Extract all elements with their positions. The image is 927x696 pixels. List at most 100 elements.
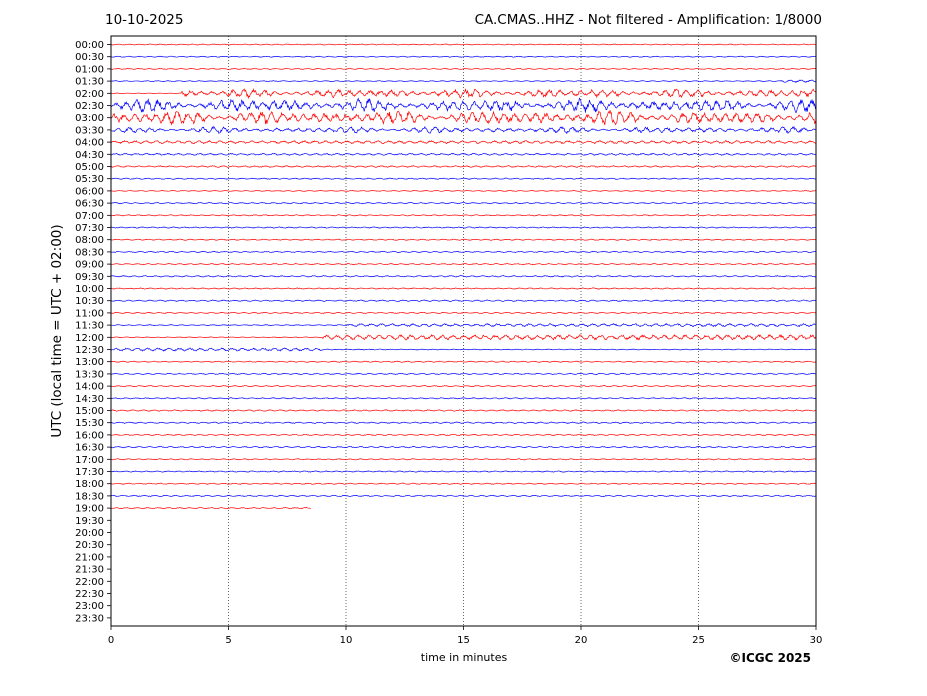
y-tick-label-25: 12:30 [75,345,104,356]
y-tick-label-45: 22:30 [75,589,104,600]
y-tick-label-30: 15:00 [75,406,104,417]
y-tick-label-20: 10:00 [75,284,104,295]
trace-1430 [110,397,817,400]
trace-1630 [110,445,817,449]
trace-0230 [110,97,817,114]
x-tick-label-1: 5 [225,635,231,646]
date-label: 10-10-2025 [105,12,184,28]
trace-0130 [110,79,817,83]
trace-1730 [110,470,817,473]
trace-1800 [110,482,817,485]
trace-0000 [110,43,817,46]
x-tick-label-2: 10 [340,635,353,646]
y-tick-label-35: 17:30 [75,467,104,478]
trace-0300 [110,110,817,126]
y-tick-label-43: 21:30 [75,565,104,576]
y-tick-label-6: 03:00 [75,113,104,124]
trace-0030 [110,55,817,58]
y-tick-label-44: 22:00 [75,577,104,588]
y-tick-label-28: 14:00 [75,382,104,393]
y-tick-label-19: 09:30 [75,272,104,283]
station-info-title: CA.CMAS..HHZ - Not filtered - Amplificat… [474,12,822,28]
trace-1330 [110,372,817,375]
y-tick-label-33: 16:30 [75,443,104,454]
y-tick-label-40: 20:00 [75,528,104,539]
y-tick-label-18: 09:00 [75,260,104,271]
trace-1900 [110,507,311,510]
y-tick-label-36: 18:00 [75,479,104,490]
trace-0930 [110,275,817,278]
y-tick-label-37: 18:30 [75,491,104,502]
y-tick-label-12: 06:00 [75,186,104,197]
y-tick-label-26: 13:00 [75,357,104,368]
y-tick-label-15: 07:30 [75,223,104,234]
trace-1100 [110,311,817,314]
y-tick-label-41: 20:30 [75,540,104,551]
trace-1130 [110,322,817,328]
y-tick-label-31: 15:30 [75,418,104,429]
trace-0900 [110,263,817,266]
trace-1700 [110,458,817,461]
trace-1230 [110,347,817,352]
trace-0800 [111,238,817,241]
trace-1200 [110,333,817,341]
y-tick-label-14: 07:00 [75,211,104,222]
y-tick-label-23: 11:30 [75,321,104,332]
y-tick-label-46: 23:00 [75,601,104,612]
y-tick-label-34: 17:00 [75,455,104,466]
y-tick-label-27: 13:30 [75,369,104,380]
trace-1000 [110,287,817,290]
trace-0530 [110,177,817,180]
y-tick-label-13: 06:30 [75,199,104,210]
trace-1030 [110,299,817,302]
traces-layer [110,43,817,510]
trace-1300 [110,360,817,363]
trace-0700 [110,214,817,217]
trace-1600 [110,433,817,436]
trace-1530 [110,421,817,424]
y-tick-label-39: 19:30 [75,516,104,527]
y-tick-label-11: 05:30 [75,174,104,185]
x-tick-label-4: 20 [575,635,588,646]
y-tick-label-7: 03:30 [75,125,104,136]
y-tick-label-16: 08:00 [75,235,104,246]
trace-0330 [110,125,817,135]
trace-1500 [110,409,817,412]
y-tick-label-4: 02:00 [75,89,104,100]
x-tick-label-5: 25 [692,635,705,646]
y-tick-label-2: 01:00 [75,64,104,75]
trace-0630 [110,202,817,205]
trace-1400 [110,385,817,388]
trace-0500 [110,165,817,168]
x-tick-label-0: 0 [108,635,114,646]
y-tick-label-1: 00:30 [75,52,104,63]
y-tick-label-17: 08:30 [75,247,104,258]
y-tick-label-38: 19:00 [75,504,104,515]
y-tick-label-9: 04:30 [75,150,104,161]
y-tick-label-3: 01:30 [75,77,104,88]
trace-0100 [110,67,817,70]
y-tick-label-24: 12:00 [75,333,104,344]
y-tick-label-5: 02:30 [75,101,104,112]
y-tick-label-21: 10:30 [75,296,104,307]
trace-1830 [110,494,817,497]
trace-0200 [110,87,817,100]
y-tick-label-47: 23:30 [75,613,104,624]
y-tick-label-29: 14:30 [75,394,104,405]
trace-0830 [110,250,817,253]
y-tick-label-8: 04:00 [75,138,104,149]
y-tick-label-22: 11:00 [75,308,104,319]
x-ticks: 0 5 10 15 20 25 30 [108,626,823,646]
trace-0600 [110,190,817,192]
trace-0400 [110,140,817,145]
trace-0430 [110,152,817,156]
x-tick-label-6: 30 [810,635,823,646]
y-tick-label-0: 00:00 [75,40,104,51]
y-tick-label-32: 16:00 [75,430,104,441]
x-tick-label-3: 15 [457,635,470,646]
y-tick-label-10: 05:00 [75,162,104,173]
trace-0730 [110,226,817,229]
x-axis-label: time in minutes [420,651,508,664]
